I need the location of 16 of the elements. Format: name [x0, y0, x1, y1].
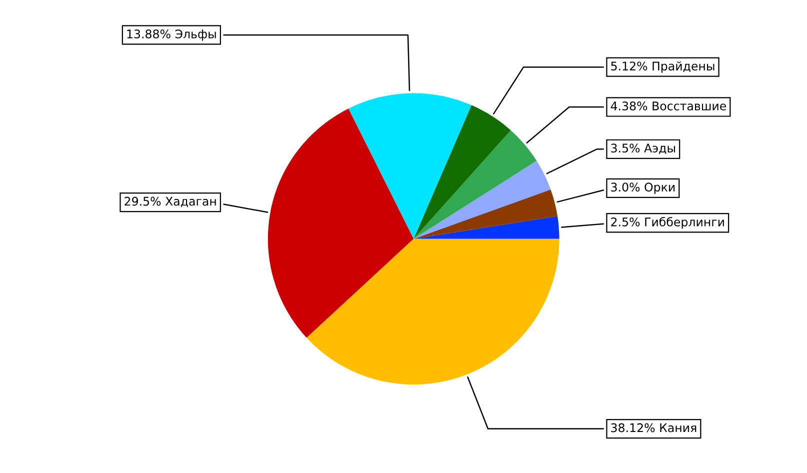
slice-label: 13.88% Эльфы: [127, 29, 216, 41]
pie-slice: [306, 238, 560, 385]
pie-slice: [414, 216, 560, 239]
pie-slice: [414, 160, 551, 239]
slice-label: 5.12% Прайдены: [611, 61, 714, 73]
pie-slice: [414, 190, 558, 239]
slice-label: 4.38% Восставшие: [610, 101, 726, 110]
slice-label: 3.0% Орки: [611, 182, 675, 194]
slice-label: 2.5% Гибберлинги: [611, 217, 724, 229]
pie-slice: [348, 93, 472, 239]
slice-label: 38.12% Кания: [611, 423, 696, 432]
slice-label: 3.5% Аэды: [611, 144, 675, 154]
pie-slice: [414, 130, 537, 239]
pie-slice: [414, 105, 511, 239]
slice-label: 29.5% Хадаган: [124, 196, 216, 208]
pie-slice: [268, 108, 414, 338]
